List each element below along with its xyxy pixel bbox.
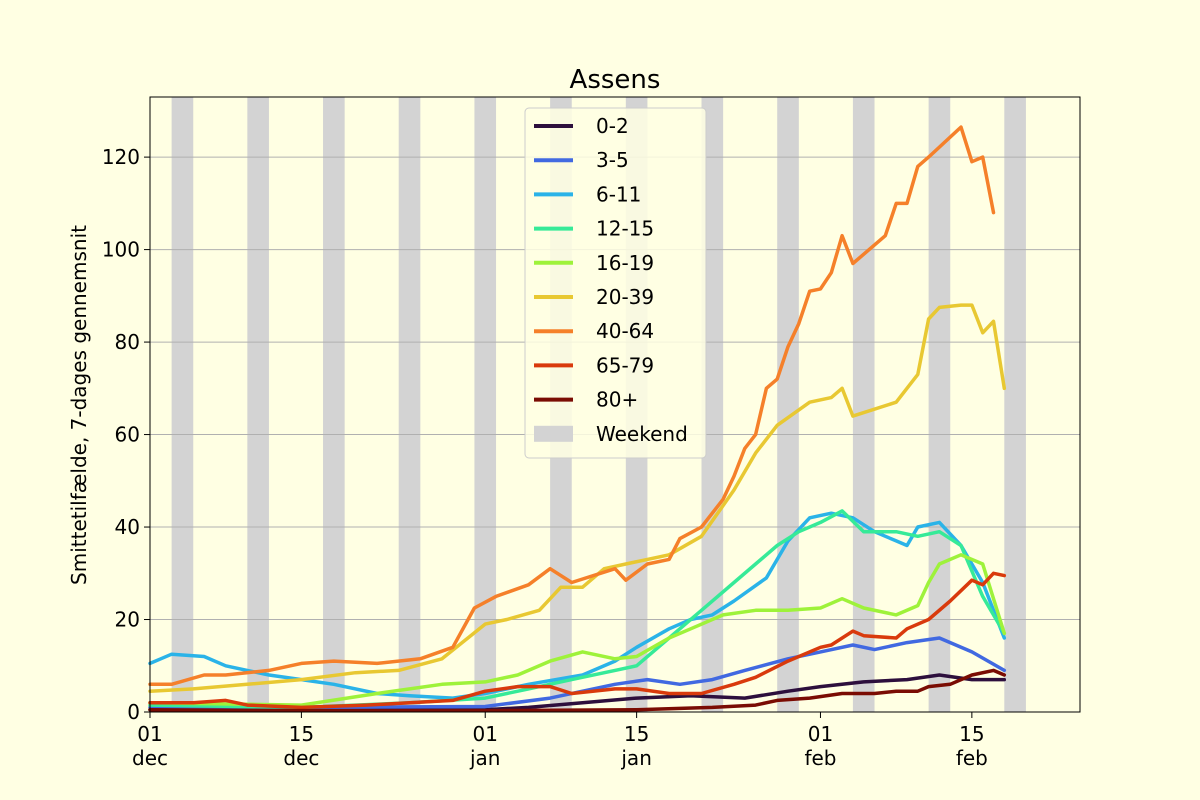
legend-label-40-64: 40-64 [596,319,654,343]
series-line-65-79 [148,571,1007,710]
chart-title: Assens [570,65,661,95]
weekend-band [701,97,724,712]
legend-label-65-79: 65-79 [596,353,654,377]
weekend-band [323,97,345,712]
weekend-band [474,97,497,712]
weekend-band [247,97,269,712]
weekend-band [398,97,421,712]
legend-label-0-2: 0-2 [596,114,629,138]
series-lines [148,125,1007,713]
legend-label-6-11: 6-11 [596,182,641,206]
y-tick-label: 60 [115,423,140,447]
x-tick-label-day: 15 [624,722,649,746]
legend-swatch-weekend [534,425,573,442]
x-tick-label-day: 01 [473,722,498,746]
y-tick-label: 100 [102,238,140,262]
weekend-band [1004,97,1026,712]
legend-label-20-39: 20-39 [596,285,654,309]
y-tick-label: 40 [115,515,140,539]
x-tick-label-day: 01 [808,722,833,746]
y-tick-label: 0 [127,700,140,724]
legend-label-80+: 80+ [596,388,638,412]
series-line-3-5 [148,636,1007,710]
series-line-16-19 [148,553,1007,707]
legend-label-12-15: 12-15 [596,217,654,241]
x-tick-label-month: feb [956,746,988,770]
series-line-20-39 [148,303,1007,693]
x-tick-label-month: dec [132,746,168,770]
series-line-80+ [148,668,1007,713]
x-tick-label-month: dec [283,746,319,770]
x-tick-label-month: jan [620,746,652,770]
series-line-40-64 [148,125,996,687]
x-tick-label-day: 01 [137,722,162,746]
legend-label-16-19: 16-19 [596,251,654,275]
x-tick-label-day: 15 [959,722,984,746]
y-tick-label: 120 [102,145,140,169]
weekend-band [777,97,799,712]
legend: 0-2 3-5 6-11 12-15 16-19 20-39 40-64 65-79 80+ We… [524,107,707,459]
y-tick-label: 20 [115,608,140,632]
series-line-12-15 [148,509,1007,710]
x-tick-label-month: jan [469,746,501,770]
x-tick-label-month: feb [804,746,836,770]
x-tick-label-day: 15 [289,722,314,746]
y-axis-label: Smittetilfælde, 7-dages gennemsnit [67,225,91,585]
legend-label-weekend: Weekend [596,422,688,446]
weekend-band [928,97,951,712]
weekend-band [171,97,194,712]
legend-label-3-5: 3-5 [596,148,629,172]
y-axis-ticks: 0 20 40 60 80 100 120 [102,145,150,724]
y-tick-label: 80 [115,330,140,354]
plot-frame [149,96,1081,713]
